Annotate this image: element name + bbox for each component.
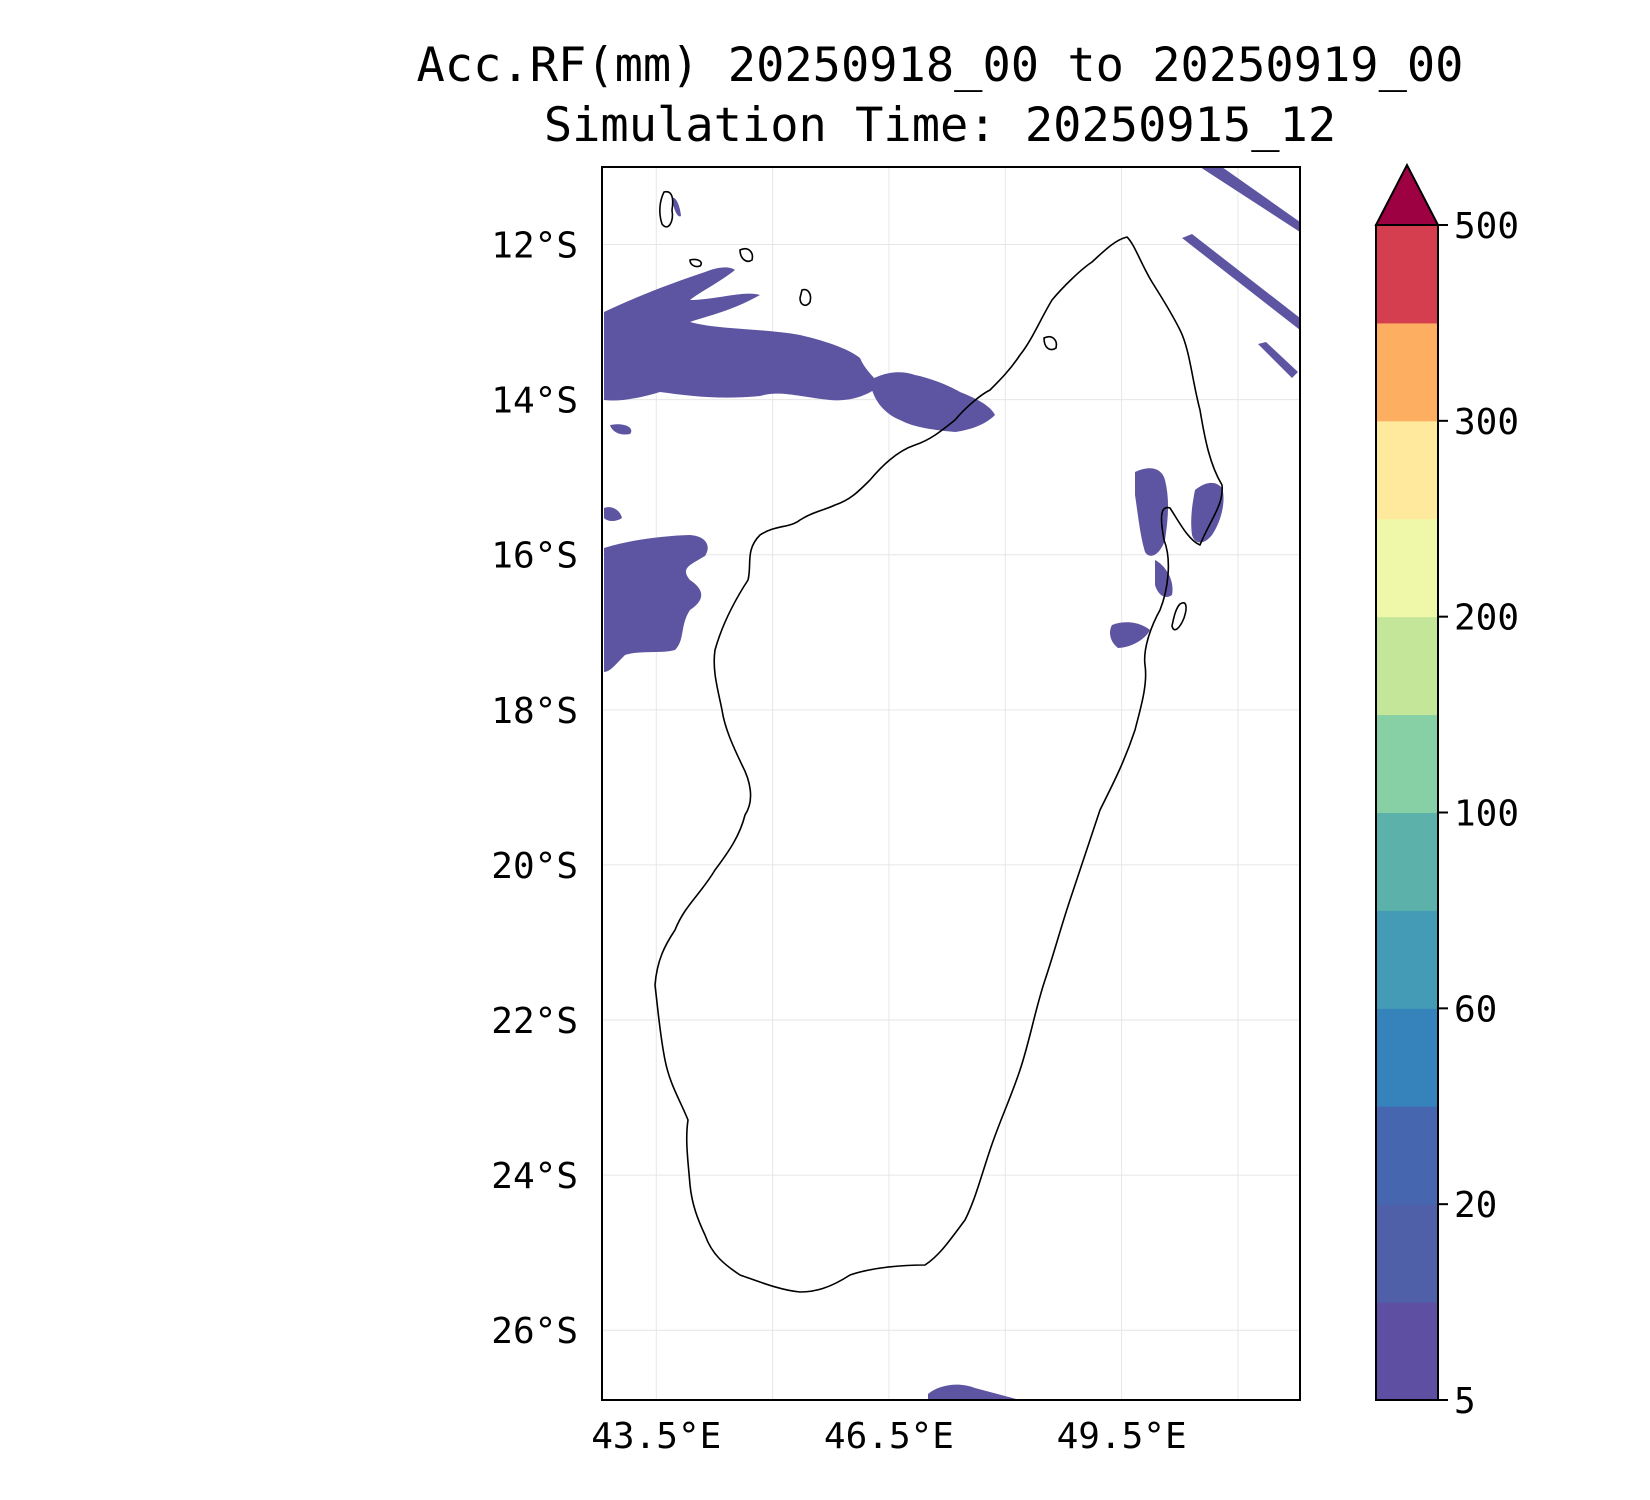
colorbar-extend-arrow	[1374, 162, 1440, 226]
sainte-marie-coastline	[1171, 602, 1187, 631]
rain-area-west-14s	[610, 424, 632, 435]
rain-area-channel-small	[780, 348, 842, 370]
colorbar-segment	[1376, 714, 1438, 813]
rain-area-far-south	[928, 1384, 1020, 1400]
colorbar-segment	[1376, 1302, 1438, 1401]
lat-tick-label: 20°S	[491, 846, 578, 887]
colorbar-segment	[1376, 1204, 1438, 1303]
lat-tick-label: 14°S	[491, 381, 578, 422]
rain-area-west-small	[604, 507, 622, 521]
lon-tick-label: 46.5°E	[824, 1416, 954, 1457]
longitude-axis: 43.5°E 46.5°E 49.5°E	[591, 1416, 1186, 1457]
madagascar-coastline	[654, 236, 1223, 1293]
mayotte-coastline	[799, 288, 812, 307]
latitude-axis: 12°S 14°S 16°S 18°S 20°S 22°S 24°S 26°S	[491, 226, 578, 1353]
colorbar-tick-label: 500	[1454, 206, 1519, 247]
lat-tick-label: 12°S	[491, 226, 578, 267]
lat-tick-label: 18°S	[491, 691, 578, 732]
colorbar-tick-label: 200	[1454, 598, 1519, 639]
colorbar-tick-label: 60	[1454, 989, 1497, 1030]
rain-area-northwest-islet	[672, 197, 681, 217]
rain-area-channel-east	[870, 372, 995, 432]
rain-area-east-coast-15s	[1135, 468, 1169, 556]
colorbar-tick-label: 20	[1454, 1185, 1497, 1226]
colorbar-segment	[1376, 1106, 1438, 1205]
grande-comore-coastline	[659, 190, 674, 228]
rain-area-northeast-band-2	[1182, 234, 1300, 330]
rain-area-west-16s	[604, 535, 708, 672]
map-frame	[601, 166, 1301, 1401]
rainfall-areas	[604, 167, 1300, 1400]
nosy-be-coastline	[1043, 335, 1058, 351]
colorbar-segment	[1376, 910, 1438, 1009]
colorbar-segment	[1376, 518, 1438, 618]
colorbar-tick-label: 5	[1454, 1381, 1476, 1422]
colorbar-tick-label: 300	[1454, 402, 1519, 443]
lat-tick-label: 26°S	[491, 1311, 578, 1352]
colorbar-tick-label: 100	[1454, 794, 1519, 835]
rain-area-northeast-band-3	[1258, 342, 1298, 378]
colorbar-segment	[1376, 616, 1438, 716]
anjouan-coastline	[739, 247, 754, 263]
gridlines	[602, 167, 1300, 1400]
moheli-coastline	[689, 258, 703, 268]
rain-area-east-coast-17s	[1110, 622, 1150, 648]
coastlines	[654, 190, 1223, 1293]
map-title: Acc.RF(mm) 20250918_00 to 20250919_00	[416, 38, 1464, 93]
colorbar-segment	[1376, 812, 1438, 911]
lat-tick-label: 22°S	[491, 1001, 578, 1042]
colorbar: 5 20 60 100 200 300 500	[1374, 162, 1519, 1422]
lat-tick-label: 24°S	[491, 1156, 578, 1197]
colorbar-segment	[1376, 322, 1438, 422]
rain-area-north-channel	[604, 267, 880, 401]
rain-area-east-coast-16s	[1155, 560, 1173, 597]
lon-tick-label: 43.5°E	[591, 1416, 721, 1457]
colorbar-segment	[1376, 225, 1438, 324]
rain-area-masoala	[1191, 482, 1224, 543]
lat-tick-label: 16°S	[491, 536, 578, 577]
colorbar-segment	[1376, 420, 1438, 520]
colorbar-segment	[1376, 1008, 1438, 1107]
map-subtitle: Simulation Time: 20250915_12	[543, 98, 1337, 153]
lon-tick-label: 49.5°E	[1057, 1416, 1187, 1457]
rain-area-northeast-band-1	[1200, 167, 1300, 232]
